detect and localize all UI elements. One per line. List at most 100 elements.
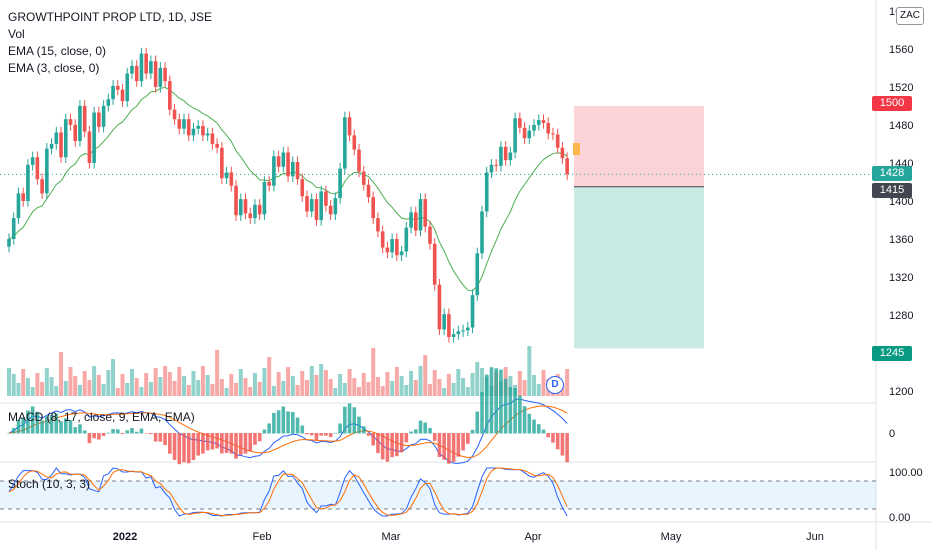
candle-body xyxy=(536,120,541,125)
axes: 1600156015201480144014001360132012801200… xyxy=(113,6,923,543)
volume-bar xyxy=(342,383,347,396)
long-position-tool[interactable] xyxy=(0,105,876,349)
candle-body xyxy=(191,128,196,136)
macd-histogram-bar xyxy=(267,423,271,434)
candle-body xyxy=(428,226,432,244)
macd-histogram-bar xyxy=(30,406,35,434)
volume-bar xyxy=(527,346,532,396)
macd-histogram-bar xyxy=(68,420,73,434)
macd-histogram-bar xyxy=(447,433,451,464)
volume-bar xyxy=(68,367,73,396)
volume-bar xyxy=(262,368,267,396)
volume-bar xyxy=(134,378,139,396)
time-tick-label: May xyxy=(661,531,682,543)
candle-body xyxy=(134,65,139,82)
volume-bar xyxy=(461,378,466,396)
macd-tick-label: 0 xyxy=(889,428,895,440)
macd-histogram-bar xyxy=(87,433,92,444)
macd-histogram-bar xyxy=(489,367,494,434)
macd-histogram-bar xyxy=(555,433,560,450)
candle-body xyxy=(300,179,305,197)
candle-body xyxy=(508,152,513,161)
volume-bar xyxy=(44,368,49,396)
volume-bar xyxy=(224,388,229,396)
candle-body xyxy=(551,133,555,135)
candle-body xyxy=(153,61,158,87)
macd-histogram-bar xyxy=(158,433,163,442)
macd-histogram-bar xyxy=(11,428,16,434)
candle-body xyxy=(494,164,498,166)
entry-price-tag: 1415 xyxy=(872,183,912,198)
volume-bar xyxy=(205,375,210,396)
candle-body xyxy=(480,211,484,254)
volume-bar xyxy=(25,378,30,396)
time-tick-label: Jun xyxy=(806,531,824,543)
macd-histogram-bar xyxy=(560,433,565,456)
dividend-marker[interactable]: D xyxy=(546,376,564,394)
macd-histogram-bar xyxy=(149,433,153,435)
macd-histogram-bar xyxy=(125,430,130,434)
macd-histogram-bar xyxy=(106,432,111,434)
price-tick-label: 1280 xyxy=(889,310,913,322)
macd-histogram-bar xyxy=(35,411,40,434)
volume-bar xyxy=(541,370,546,396)
candle-body xyxy=(432,243,437,285)
macd-histogram-bar xyxy=(49,414,54,434)
volume-bar xyxy=(338,374,343,396)
time-tick-label: Apr xyxy=(524,531,541,543)
volume-bar xyxy=(304,380,309,396)
volume-bar xyxy=(7,368,11,396)
macd-histogram-bar xyxy=(347,403,352,434)
candle-body xyxy=(555,134,560,148)
macd-histogram-bar xyxy=(248,433,253,452)
volume-bar xyxy=(125,383,130,396)
volume-bar xyxy=(300,371,305,396)
volume-bar xyxy=(432,370,437,396)
volume-bar xyxy=(380,386,385,396)
macd-histogram-bar xyxy=(40,420,44,434)
volume-bar xyxy=(508,376,513,396)
volume-bar xyxy=(423,355,428,396)
candle-body xyxy=(130,65,134,74)
candle-body xyxy=(16,193,21,219)
candle-body xyxy=(404,227,409,252)
volume-bar xyxy=(92,366,97,396)
volume-bar xyxy=(480,368,484,396)
volume-bar xyxy=(229,374,234,396)
macd-histogram-bar xyxy=(376,433,380,454)
currency-button[interactable]: ZAC xyxy=(896,7,924,25)
macd-histogram-bar xyxy=(16,420,21,434)
candle-body xyxy=(451,334,456,338)
volume-bar xyxy=(115,388,120,396)
macd-histogram-bar xyxy=(144,433,148,434)
candle-body xyxy=(466,327,470,331)
candle-body xyxy=(97,112,101,127)
volume-bar xyxy=(215,350,220,396)
volume-bar xyxy=(196,380,201,396)
macd-histogram-bar xyxy=(45,416,49,434)
candle-body xyxy=(532,124,536,131)
macd-histogram-bar xyxy=(338,423,342,434)
macd-histogram-bar xyxy=(565,433,569,463)
candle-body xyxy=(125,73,130,102)
volume-bar xyxy=(200,366,205,396)
volume-bar xyxy=(418,366,423,396)
volume-bar xyxy=(153,368,158,396)
candle-body xyxy=(101,105,106,127)
candle-body xyxy=(376,218,380,232)
macd-histogram-bar xyxy=(428,427,432,434)
volume-bar xyxy=(399,376,404,396)
candle-body xyxy=(456,331,461,335)
volume-bar xyxy=(522,380,527,396)
candle-body xyxy=(220,147,224,179)
time-tick-label: Mar xyxy=(382,531,401,543)
candle-body xyxy=(68,119,73,125)
volume-bar xyxy=(252,373,257,396)
macd-histogram-bar xyxy=(120,433,125,434)
macd-histogram-bar xyxy=(518,395,522,434)
candle-body xyxy=(371,197,376,219)
macd-histogram-bar xyxy=(333,432,338,434)
macd-histogram-bar xyxy=(92,433,96,439)
macd-histogram-bar xyxy=(470,429,475,434)
